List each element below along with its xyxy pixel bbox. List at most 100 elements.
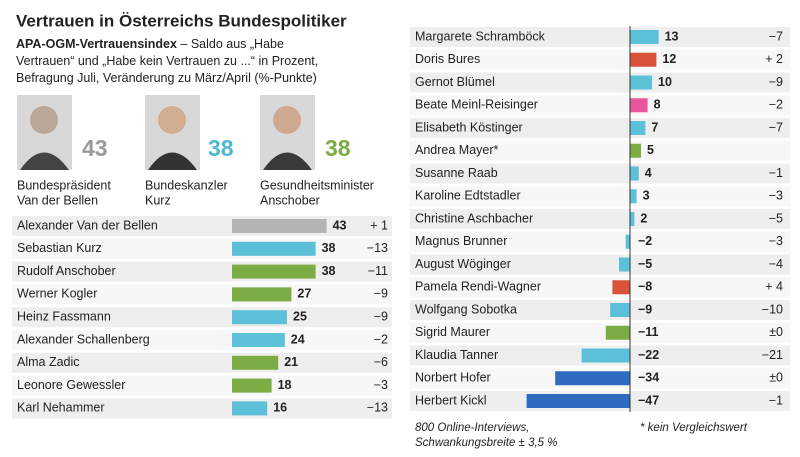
- category-label: Norbert Hofer: [415, 371, 491, 385]
- row-bg: [12, 330, 392, 350]
- change-label: + 4: [765, 280, 783, 294]
- category-label: Alexander Schallenberg: [17, 332, 150, 346]
- change-label: −5: [769, 211, 783, 225]
- bar: [630, 166, 639, 181]
- row-bg: [410, 72, 790, 93]
- bar: [232, 241, 316, 256]
- category-label: Karoline Edtstadler: [415, 189, 521, 203]
- value-label: 38: [322, 241, 336, 255]
- change-label: ±0: [769, 371, 783, 385]
- category-label: Susanne Raab: [415, 166, 498, 180]
- subtitle-bold: APA-OGM-Vertrauensindex: [16, 37, 177, 51]
- row-bg: [12, 352, 392, 373]
- row-bg: [410, 163, 790, 184]
- value-label: 27: [297, 287, 311, 301]
- change-label: −13: [367, 241, 388, 255]
- subtitle-line: Vertrauen“ und „Habe kein Vertrauen zu .…: [16, 54, 318, 68]
- category-label: Sigrid Maurer: [415, 325, 490, 339]
- highlight-caption: Kurz: [145, 193, 171, 207]
- value-label: 4: [645, 166, 652, 180]
- value-label: 24: [291, 332, 305, 346]
- value-label: 7: [651, 120, 658, 134]
- change-label: −21: [762, 348, 783, 362]
- change-label: ±0: [769, 325, 783, 339]
- value-label: 16: [273, 401, 287, 415]
- bar: [581, 348, 630, 363]
- change-label: −10: [762, 302, 783, 316]
- change-label: −1: [769, 393, 783, 407]
- change-label: −9: [374, 287, 388, 301]
- row-bg: [410, 49, 790, 70]
- highlight-value: 43: [82, 135, 108, 161]
- change-label: −1: [769, 166, 783, 180]
- bar: [630, 189, 637, 204]
- bar: [555, 371, 630, 386]
- value-label: 3: [643, 189, 650, 203]
- change-label: + 2: [765, 52, 783, 66]
- category-label: Beate Meinl-Reisinger: [415, 98, 538, 112]
- value-label: 5: [647, 143, 654, 157]
- category-label: Karl Nehammer: [17, 401, 105, 415]
- row-bg: [410, 231, 790, 252]
- category-label: Gernot Blümel: [415, 75, 495, 89]
- category-label: Klaudia Tanner: [415, 348, 498, 362]
- change-label: + 1: [370, 218, 388, 232]
- bar: [232, 378, 272, 393]
- value-label: −47: [638, 393, 659, 407]
- bar: [630, 75, 652, 90]
- row-bg: [410, 277, 790, 298]
- category-label: Magnus Brunner: [415, 234, 507, 248]
- category-label: Margarete Schramböck: [415, 29, 546, 43]
- change-label: −11: [368, 264, 388, 278]
- footnote: Schwankungsbreite ± 3,5 %: [415, 437, 557, 449]
- row-bg: [12, 398, 392, 419]
- highlight-caption: Gesundheitsminister: [260, 178, 374, 192]
- highlight-value: 38: [325, 135, 351, 161]
- value-label: 12: [662, 52, 676, 66]
- row-bg: [12, 375, 392, 396]
- category-label: Alexander Van der Bellen: [17, 218, 158, 232]
- highlight-value: 38: [208, 135, 234, 161]
- value-label: −11: [638, 325, 659, 339]
- category-label: Christine Aschbacher: [415, 211, 533, 225]
- bar: [619, 257, 630, 272]
- bar: [605, 325, 630, 340]
- subtitle: APA-OGM-Vertrauensindex – Saldo aus „Hab…: [16, 37, 318, 85]
- footnote: 800 Online-Interviews,: [415, 422, 529, 434]
- bar: [232, 219, 327, 233]
- subtitle-line: Befragung Juli, Veränderung zu März/Apri…: [16, 71, 317, 85]
- title: Vertrauen in Österreichs Bundespolitiker: [16, 11, 347, 30]
- category-label: Wolfgang Sobotka: [415, 302, 517, 316]
- bar: [612, 280, 630, 295]
- bar: [232, 310, 287, 325]
- bar: [630, 98, 648, 113]
- value-label: 13: [665, 29, 679, 43]
- bar: [630, 52, 657, 67]
- value-label: −22: [638, 348, 659, 362]
- highlight-caption: Van der Bellen: [17, 193, 98, 207]
- change-label: −7: [769, 120, 783, 134]
- value-label: 2: [640, 211, 647, 225]
- change-label: −13: [367, 401, 388, 415]
- change-label: −9: [769, 75, 783, 89]
- row-bg: [410, 140, 790, 161]
- bar: [630, 143, 641, 158]
- change-label: −6: [374, 355, 388, 369]
- value-label: 8: [654, 98, 661, 112]
- bar: [625, 234, 630, 249]
- value-label: −8: [638, 280, 652, 294]
- value-label: 43: [333, 218, 347, 232]
- footnote-note: * kein Vergleichswert: [640, 422, 748, 434]
- change-label: −4: [769, 257, 783, 271]
- bar: [232, 287, 292, 302]
- highlight-caption: Bundeskanzler: [145, 178, 228, 192]
- row-bg: [410, 186, 790, 207]
- row-bg: [410, 322, 790, 343]
- highlight-caption: Bundespräsident: [17, 178, 111, 192]
- row-bg: [410, 27, 790, 47]
- bar: [232, 333, 285, 347]
- value-label: 38: [322, 264, 336, 278]
- category-label: Sebastian Kurz: [17, 241, 102, 255]
- value-label: 25: [293, 309, 307, 323]
